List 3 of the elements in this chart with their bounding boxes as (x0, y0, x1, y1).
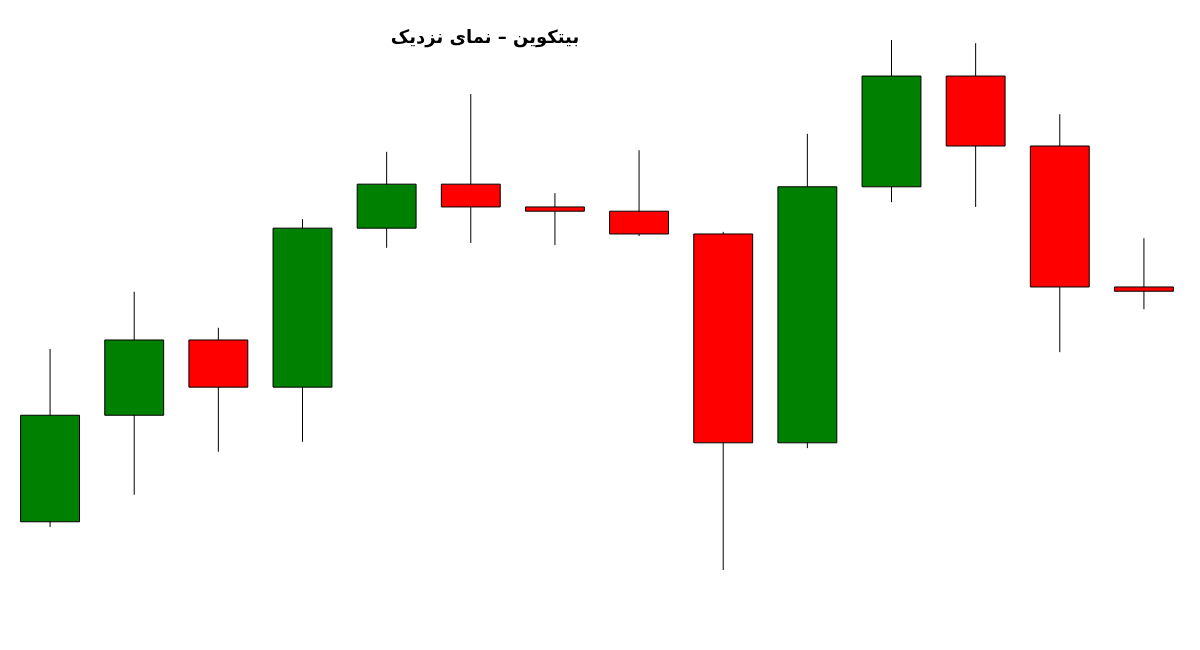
candlestick (1113, 237, 1174, 310)
candlestick (524, 192, 585, 246)
chart-title: بیتکوین – نمای نزدیک (390, 25, 580, 48)
